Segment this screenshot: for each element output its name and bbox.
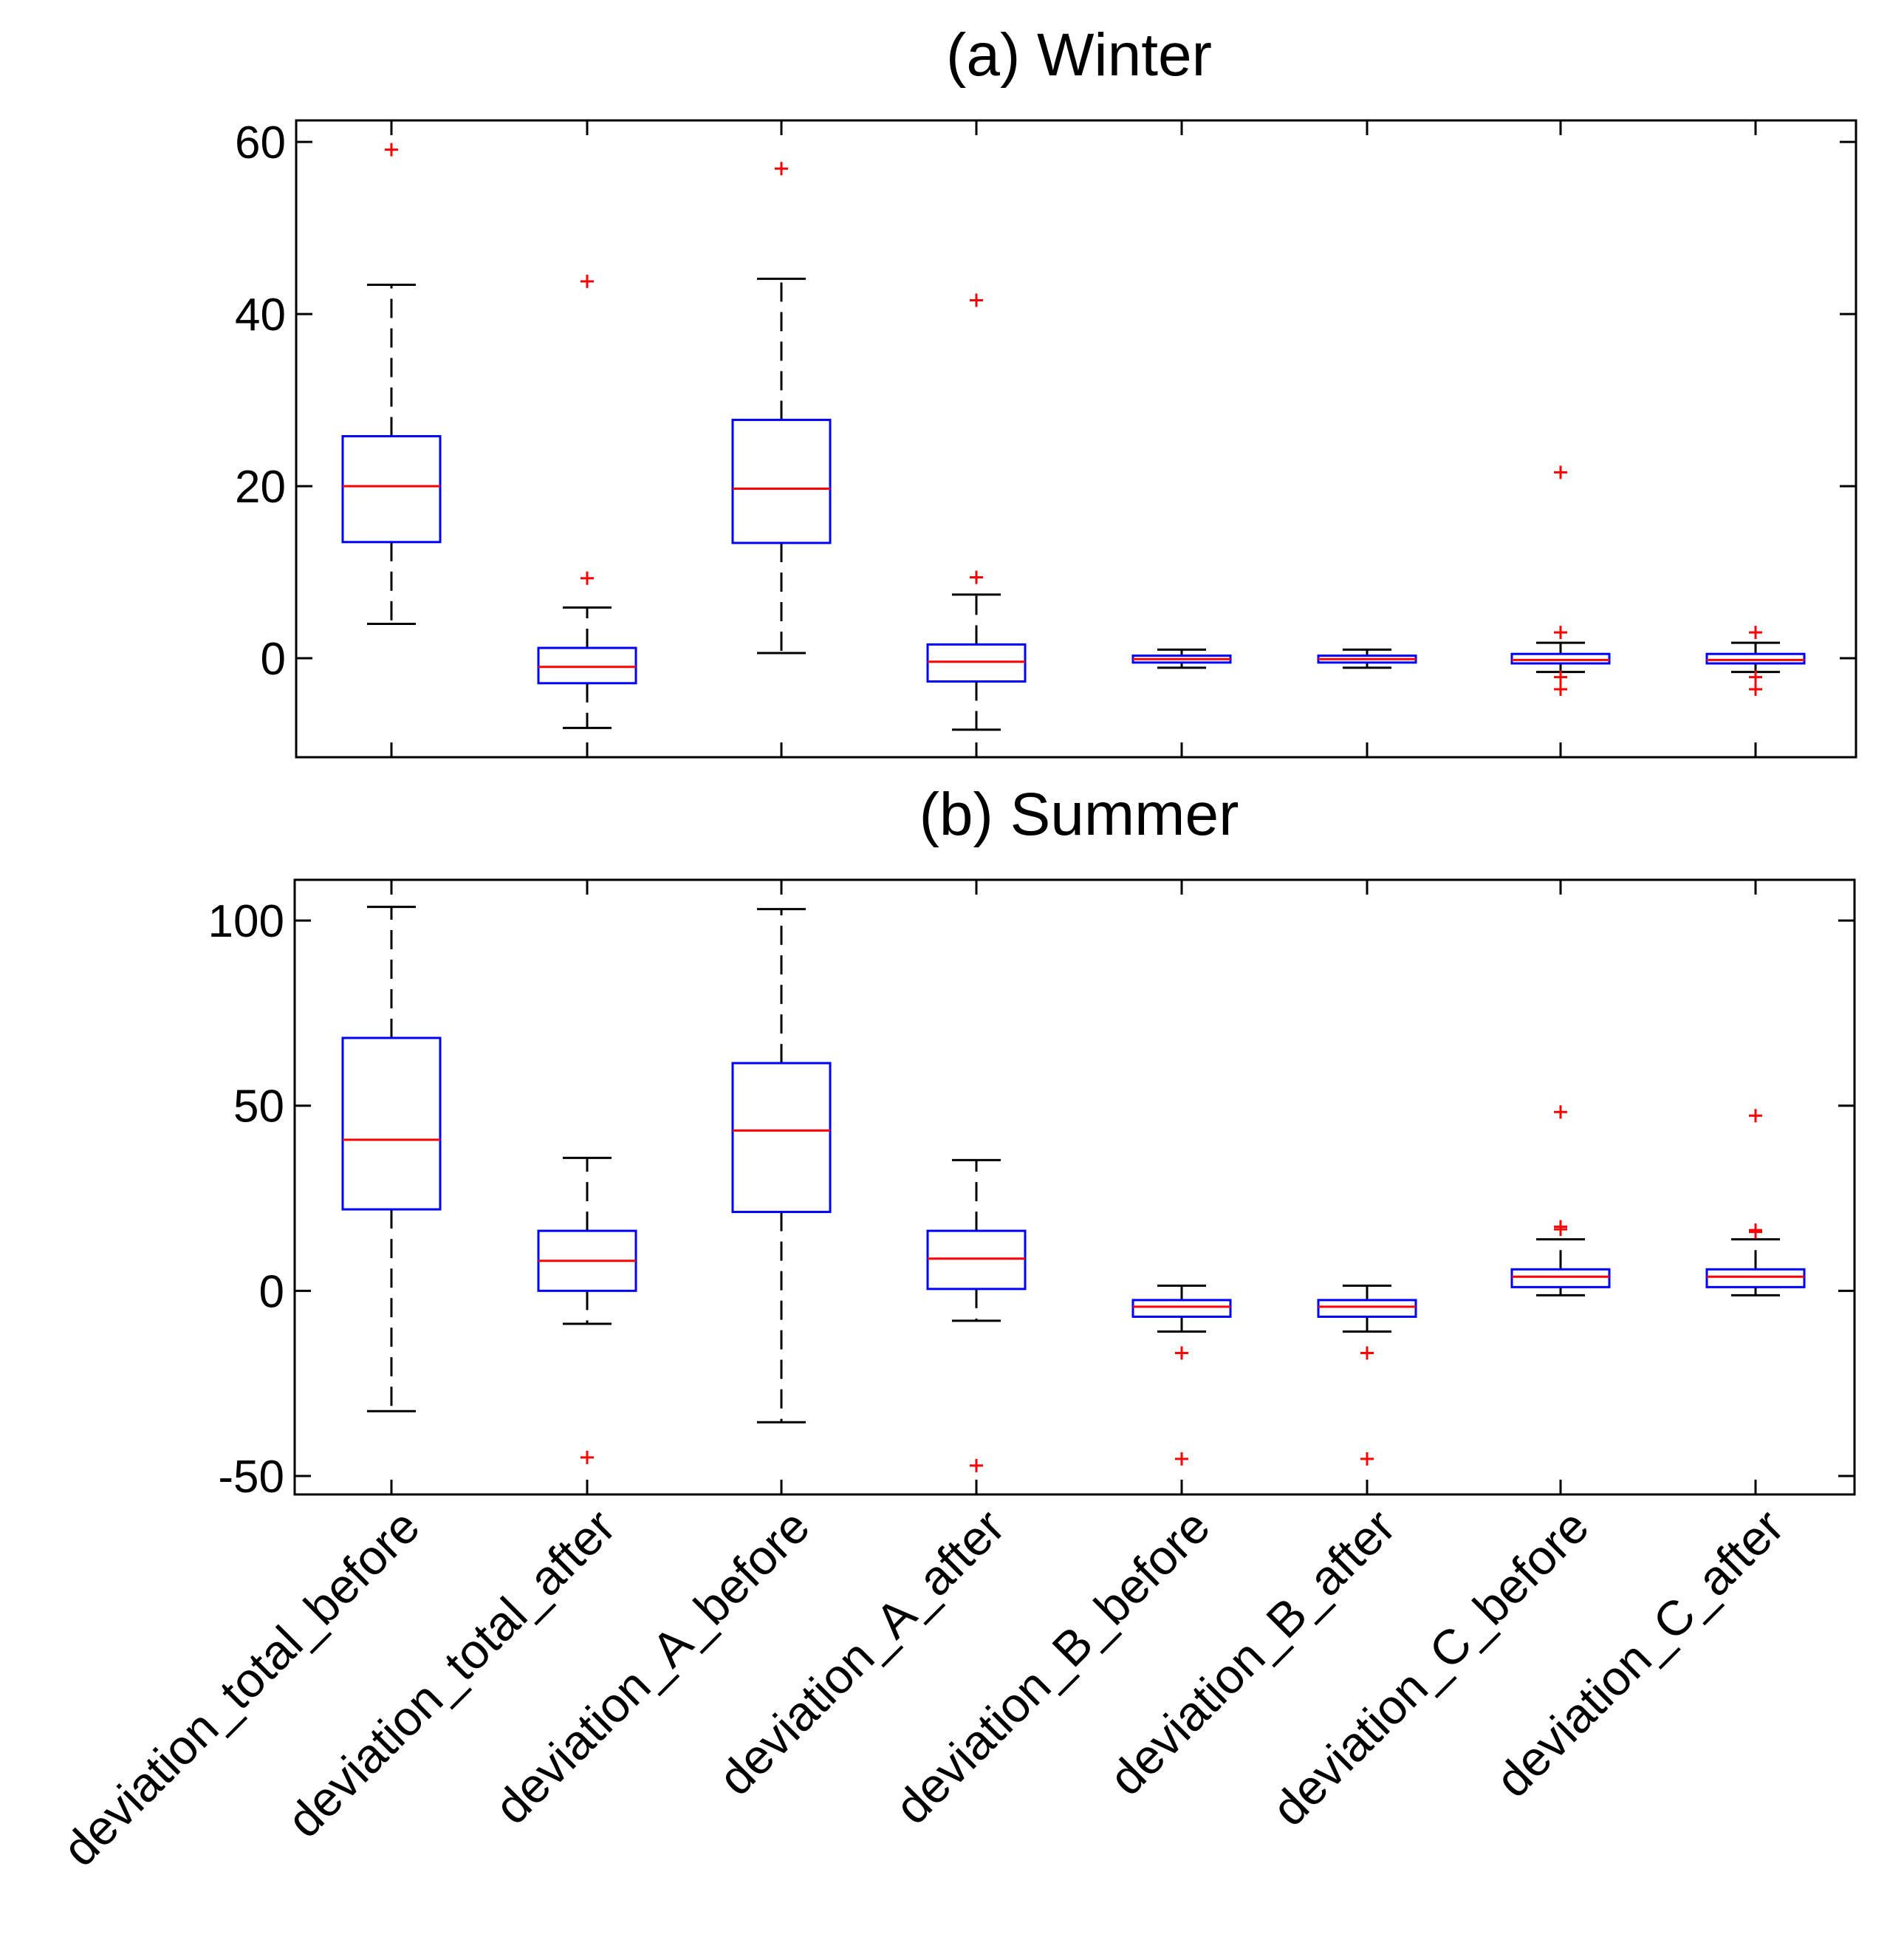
outlier-2: [1554, 682, 1567, 696]
summer-ytick-label-1: 0: [259, 1266, 284, 1317]
winter-box-2: [731, 162, 832, 655]
outlier-0: [581, 571, 594, 585]
iqr-box: [731, 1062, 832, 1214]
iqr-box: [341, 1036, 442, 1211]
x-tick-labels: deviation_total_beforedeviation_total_af…: [52, 1499, 1794, 1877]
outlier-0: [1749, 626, 1762, 640]
iqr-box: [1510, 1268, 1611, 1288]
summer-y-ticks: -50 0 50 100: [208, 896, 1855, 1503]
summer-box-1: [537, 1156, 637, 1464]
summer-box-4: [1131, 1284, 1232, 1466]
winter-box-4: [1131, 648, 1232, 669]
iqr-box: [341, 435, 442, 544]
summer-box-6: [1510, 1105, 1611, 1296]
winter-box-6: [1510, 465, 1611, 696]
outlier-0: [581, 1450, 594, 1464]
summer-box-5: [1317, 1284, 1417, 1466]
outlier-1: [1749, 1223, 1762, 1237]
summer-box-7: [1705, 1109, 1806, 1296]
outlier-1: [1554, 670, 1567, 684]
outlier-2: [1554, 1105, 1567, 1119]
outlier-1: [581, 274, 594, 288]
outlier-1: [1554, 1220, 1567, 1234]
outlier-0: [970, 570, 983, 584]
winter-y-ticks: 0 20 40 60: [235, 117, 1856, 685]
iqr-box: [1705, 1268, 1806, 1288]
iqr-box: [1705, 652, 1806, 665]
outlier-0: [1554, 626, 1567, 640]
winter-box-0: [341, 143, 442, 625]
outlier-0: [1175, 1346, 1188, 1360]
summer-box-0: [341, 906, 442, 1412]
winter-boxes: [341, 143, 1806, 731]
iqr-box: [537, 646, 637, 685]
outlier-0: [775, 162, 788, 176]
x-label-1: deviation_total_after: [276, 1499, 626, 1848]
winter-ytick-label-3: 60: [235, 117, 286, 168]
winter-panel: (a) Winter 0 20 40 60: [235, 21, 1857, 759]
summer-ytick-label-3: 100: [208, 896, 284, 947]
outlier-0: [1360, 1346, 1374, 1360]
winter-title: (a) Winter: [946, 21, 1212, 89]
outlier-0: [385, 143, 398, 157]
summer-plot-frame: [293, 878, 1856, 1496]
summer-ytick-label-0: -50: [218, 1452, 284, 1503]
iqr-box: [1510, 652, 1611, 665]
winter-plot-frame: [295, 119, 1857, 759]
outlier-3: [1554, 465, 1567, 479]
winter-ytick-label-1: 20: [235, 462, 286, 513]
x-label-0: deviation_total_before: [52, 1499, 430, 1877]
summer-boxes: [341, 906, 1806, 1472]
outlier-2: [1749, 682, 1762, 696]
outlier-1: [1749, 670, 1762, 684]
winter-box-3: [926, 293, 1027, 731]
iqr-box: [1317, 1299, 1417, 1318]
outlier-0: [970, 1458, 983, 1472]
outlier-1: [1360, 1452, 1374, 1466]
summer-box-3: [926, 1158, 1027, 1472]
iqr-box: [731, 418, 832, 544]
winter-ytick-label-0: 0: [261, 634, 286, 685]
winter-box-5: [1317, 648, 1417, 669]
outlier-1: [1175, 1452, 1188, 1466]
winter-box-7: [1705, 626, 1806, 696]
x-label-6: deviation_C_before: [1261, 1499, 1599, 1836]
iqr-box: [926, 643, 1027, 683]
iqr-box: [1131, 1299, 1232, 1318]
winter-ytick-label-2: 40: [235, 290, 286, 341]
x-label-2: deviation_A_before: [484, 1499, 820, 1835]
summer-title: (b) Summer: [920, 781, 1239, 848]
summer-box-2: [731, 908, 832, 1424]
summer-ytick-label-2: 50: [233, 1082, 284, 1132]
outlier-1: [970, 293, 983, 307]
outlier-2: [1749, 1109, 1762, 1123]
iqr-box: [926, 1229, 1027, 1291]
summer-panel: (b) Summer -50 0 50 100: [208, 781, 1856, 1503]
winter-box-1: [537, 274, 637, 729]
